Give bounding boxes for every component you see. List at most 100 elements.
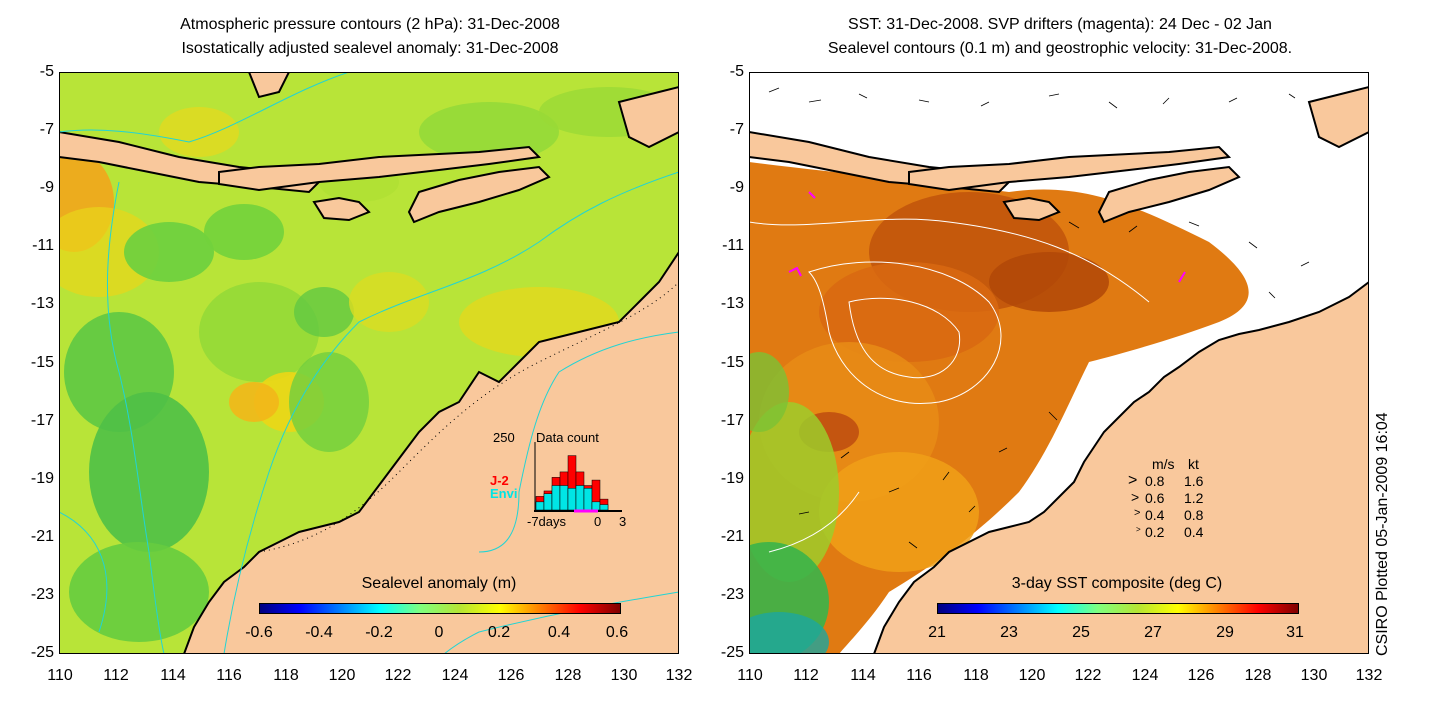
y-tick-label: -7	[729, 121, 744, 138]
x-tick-label: 122	[1074, 667, 1102, 684]
x-tick-label: 122	[384, 667, 412, 684]
y-tick-label: -9	[729, 179, 744, 196]
right-colorbar-title: 3-day SST composite (deg C)	[1011, 575, 1223, 592]
y-tick-label: -9	[39, 179, 54, 196]
y-tick-label: -11	[32, 237, 54, 254]
legend-row-ms: 0.4	[1145, 507, 1165, 523]
arrow-icon: >	[1128, 472, 1138, 489]
y-tick-label: -13	[720, 295, 744, 312]
x-tick-label: 132	[1355, 667, 1383, 684]
y-tick-label: -25	[720, 644, 744, 661]
right-title-line2: Sealevel contours (0.1 m) and geostrophi…	[827, 40, 1293, 57]
envi-bar	[591, 501, 601, 511]
x-tick-label: 112	[793, 667, 819, 684]
y-tick-label: -21	[30, 528, 54, 545]
x-tick-label: 124	[441, 667, 469, 684]
x-tick-label: 118	[963, 667, 989, 684]
colorbar-tick-label: 31	[1286, 624, 1304, 641]
envi-bar	[551, 485, 561, 511]
envi-bar	[567, 487, 577, 511]
inset-x-label: -7days	[527, 514, 567, 529]
arrow-icon: >	[1136, 525, 1141, 534]
legend-row-kt: 1.6	[1184, 473, 1204, 489]
left-colorbar	[259, 603, 621, 614]
legend-row-kt: 1.2	[1184, 490, 1204, 506]
colorbar-tick-label: 0.6	[605, 624, 629, 641]
left-title-line1: Atmospheric pressure contours (2 hPa): 3…	[180, 16, 560, 33]
legend-header-ms: m/s	[1152, 456, 1175, 472]
envi-bar	[583, 487, 593, 511]
legend-row-kt: 0.4	[1184, 524, 1204, 540]
colorbar-tick-label: 0.4	[547, 624, 571, 641]
y-tick-label: -17	[30, 412, 54, 429]
inset-series-j2: J-2	[490, 473, 509, 488]
right-colorbar	[937, 603, 1299, 614]
y-tick-label: -23	[30, 586, 54, 603]
y-tick-label: -25	[30, 644, 54, 661]
left-map-sealevel-anomaly	[59, 72, 679, 654]
envi-bar	[543, 493, 553, 511]
left-colorbar-title: Sealevel anomaly (m)	[361, 575, 517, 592]
x-tick-label: 118	[273, 667, 299, 684]
colorbar-tick-label: 27	[1144, 624, 1162, 641]
x-tick-label: 114	[850, 667, 876, 684]
arrow-icon: >	[1134, 507, 1141, 519]
right-map-sst	[749, 72, 1369, 654]
envi-bar	[575, 485, 585, 511]
colorbar-tick-label: 25	[1072, 624, 1090, 641]
legend-header-kt: kt	[1188, 456, 1199, 472]
inset-x-label: 3	[619, 514, 627, 529]
x-tick-label: 128	[1244, 667, 1272, 684]
y-tick-label: -23	[720, 586, 744, 603]
right-title-line1: SST: 31-Dec-2008. SVP drifters (magenta)…	[848, 16, 1272, 33]
x-tick-label: 110	[737, 667, 763, 684]
inset-series-envi: Envi	[490, 486, 518, 501]
envi-bar	[599, 504, 609, 511]
legend-row-ms: 0.2	[1145, 524, 1165, 540]
x-tick-label: 120	[328, 667, 356, 684]
colorbar-tick-label: -0.2	[365, 624, 393, 641]
legend-row-ms: 0.6	[1145, 490, 1165, 506]
x-tick-label: 130	[610, 667, 638, 684]
envi-bar	[535, 501, 545, 511]
colorbar-tick-label: 0.2	[487, 624, 511, 641]
y-tick-label: -13	[30, 295, 54, 312]
x-tick-label: 116	[906, 667, 932, 684]
colorbar-tick-label: -0.6	[245, 624, 273, 641]
y-tick-label: -11	[722, 237, 744, 254]
y-tick-label: -7	[39, 121, 54, 138]
x-tick-label: 124	[1131, 667, 1159, 684]
x-tick-label: 114	[160, 667, 186, 684]
y-tick-label: -15	[720, 354, 744, 371]
y-tick-label: -15	[30, 354, 54, 371]
credit-text: CSIRO Plotted 05-Jan-2009 16:04	[1374, 412, 1391, 656]
x-tick-label: 112	[103, 667, 129, 684]
legend-row-kt: 0.8	[1184, 507, 1204, 523]
colorbar-tick-label: 21	[928, 624, 946, 641]
y-tick-label: -5	[39, 63, 54, 80]
y-tick-label: -17	[720, 412, 744, 429]
x-tick-label: 110	[47, 667, 73, 684]
envi-bar	[559, 485, 569, 511]
arrow-icon: >	[1131, 489, 1140, 505]
y-tick-label: -19	[720, 470, 744, 487]
colorbar-tick-label: 29	[1216, 624, 1234, 641]
x-tick-label: 120	[1018, 667, 1046, 684]
x-tick-label: 132	[665, 667, 693, 684]
inset-title: Data count	[536, 430, 599, 445]
inset-histogram	[534, 442, 622, 513]
x-tick-label: 126	[497, 667, 525, 684]
y-tick-label: -19	[30, 470, 54, 487]
inset-x-label: 0	[594, 514, 602, 529]
colorbar-tick-label: -0.4	[305, 624, 333, 641]
y-tick-label: -5	[729, 63, 744, 80]
colorbar-tick-label: 0	[434, 624, 444, 641]
left-title-line2: Isostatically adjusted sealevel anomaly:…	[181, 40, 559, 57]
x-tick-label: 130	[1300, 667, 1328, 684]
legend-row-ms: 0.8	[1145, 473, 1165, 489]
x-tick-label: 126	[1187, 667, 1215, 684]
colorbar-tick-label: 23	[1000, 624, 1018, 641]
x-tick-label: 116	[216, 667, 242, 684]
inset-count-label: 250	[493, 430, 515, 445]
x-tick-label: 128	[554, 667, 582, 684]
